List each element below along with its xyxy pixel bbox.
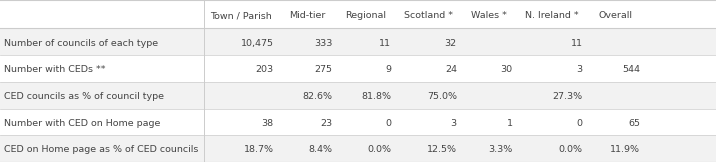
Text: 65: 65 <box>628 119 640 128</box>
Text: CED councils as % of council type: CED councils as % of council type <box>4 92 163 101</box>
Text: 18.7%: 18.7% <box>243 145 274 155</box>
Text: 75.0%: 75.0% <box>427 92 457 101</box>
Bar <box>0 135 716 162</box>
Text: 32: 32 <box>445 39 457 48</box>
Text: 12.5%: 12.5% <box>427 145 457 155</box>
Text: 0.0%: 0.0% <box>367 145 391 155</box>
Text: CED on Home page as % of CED councils: CED on Home page as % of CED councils <box>4 145 198 155</box>
Text: 275: 275 <box>314 65 332 74</box>
Text: 3: 3 <box>576 65 583 74</box>
Text: 11: 11 <box>571 39 583 48</box>
Text: 0: 0 <box>577 119 583 128</box>
Text: 203: 203 <box>256 65 274 74</box>
Text: 24: 24 <box>445 65 457 74</box>
Text: Town / Parish: Town / Parish <box>210 11 272 20</box>
Text: 3.3%: 3.3% <box>488 145 513 155</box>
Text: 544: 544 <box>622 65 640 74</box>
Text: Mid-tier: Mid-tier <box>289 11 325 20</box>
Text: Number with CEDs **: Number with CEDs ** <box>4 65 105 74</box>
Bar <box>0 28 716 55</box>
Bar <box>0 82 716 109</box>
Text: Overall: Overall <box>599 11 633 20</box>
Text: 11: 11 <box>379 39 391 48</box>
Text: 9: 9 <box>385 65 391 74</box>
Bar <box>0 0 716 28</box>
Text: 0.0%: 0.0% <box>558 145 583 155</box>
Text: 1: 1 <box>507 119 513 128</box>
Text: Regional: Regional <box>345 11 387 20</box>
Text: 81.8%: 81.8% <box>361 92 391 101</box>
Bar <box>0 55 716 82</box>
Text: Number with CED on Home page: Number with CED on Home page <box>4 119 160 128</box>
Text: 38: 38 <box>261 119 274 128</box>
Text: 23: 23 <box>320 119 332 128</box>
Text: 27.3%: 27.3% <box>553 92 583 101</box>
Text: N. Ireland *: N. Ireland * <box>526 11 579 20</box>
Text: 3: 3 <box>450 119 457 128</box>
Text: 11.9%: 11.9% <box>610 145 640 155</box>
Text: 333: 333 <box>314 39 332 48</box>
Text: Scotland *: Scotland * <box>404 11 453 20</box>
Text: Wales *: Wales * <box>471 11 507 20</box>
Text: Number of councils of each type: Number of councils of each type <box>4 39 158 48</box>
Text: 0: 0 <box>385 119 391 128</box>
Bar <box>0 109 716 135</box>
Text: 30: 30 <box>500 65 513 74</box>
Text: 82.6%: 82.6% <box>302 92 332 101</box>
Text: 8.4%: 8.4% <box>308 145 332 155</box>
Text: 10,475: 10,475 <box>241 39 274 48</box>
